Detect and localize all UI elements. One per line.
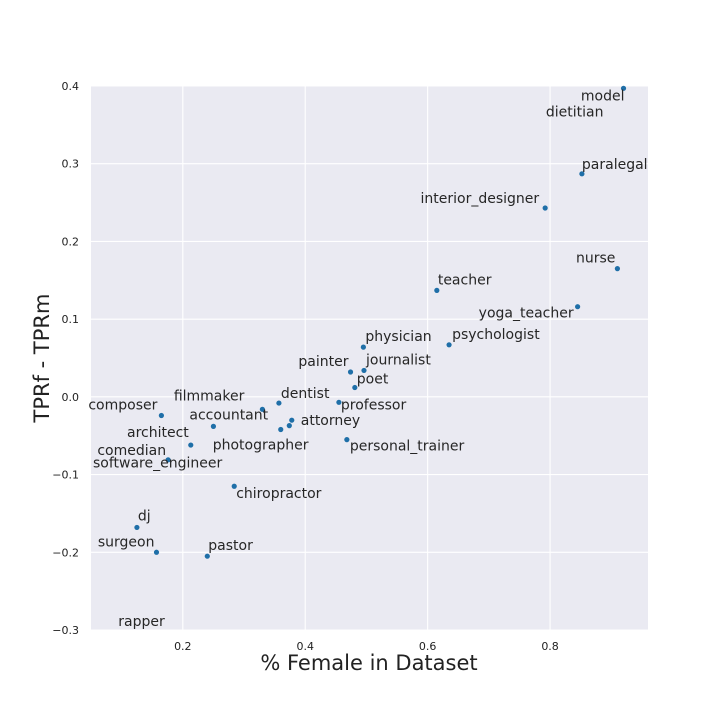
point-label-physician: physician	[365, 329, 431, 345]
point-label-photographer: photographer	[213, 437, 309, 453]
data-point-teacher	[434, 288, 439, 293]
point-label-accountant: accountant	[189, 407, 268, 423]
point-label-psychologist: psychologist	[452, 327, 540, 343]
point-label-nurse: nurse	[576, 251, 615, 267]
data-point-painter	[348, 369, 353, 374]
point-label-interior-designer: interior_designer	[421, 191, 540, 207]
point-label-personal-trainer: personal_trainer	[350, 439, 465, 455]
point-label-teacher: teacher	[438, 272, 492, 288]
y-axis-title: TPRf - TPRm	[30, 294, 54, 424]
data-point-pastor	[205, 554, 210, 559]
y-tick-label: 0.1	[62, 313, 80, 326]
data-point-photographer	[278, 427, 283, 432]
point-label-composer: composer	[88, 398, 157, 414]
point-label-painter: painter	[298, 354, 348, 370]
y-tick-label: −0.1	[52, 469, 79, 482]
point-label-attorney: attorney	[301, 413, 360, 429]
data-point-surgeon	[154, 550, 159, 555]
data-point-psychologist	[446, 342, 451, 347]
point-label-poet: poet	[357, 372, 389, 388]
point-label-professor: professor	[341, 397, 407, 413]
data-point-nurse	[615, 266, 620, 271]
data-point-physician	[361, 345, 366, 350]
point-label-pastor: pastor	[208, 538, 253, 554]
point-label-yoga-teacher: yoga_teacher	[479, 306, 574, 322]
point-label-dietitian: dietitian	[546, 104, 604, 120]
point-label-architect: architect	[127, 425, 189, 441]
y-tick-label: 0.4	[62, 80, 80, 93]
data-point-personal-trainer	[344, 437, 349, 442]
data-point-software-engineer	[287, 423, 292, 428]
data-point-yoga-teacher	[575, 304, 580, 309]
point-label-surgeon: surgeon	[98, 534, 155, 550]
y-tick-label: −0.2	[52, 546, 79, 559]
x-axis-title: % Female in Dataset	[260, 651, 477, 675]
y-tick-label: 0.3	[62, 158, 80, 171]
point-label-filmmaker: filmmaker	[174, 388, 245, 404]
point-label-dentist: dentist	[281, 386, 330, 402]
point-label-dj: dj	[138, 508, 151, 524]
point-label-paralegal: paralegal	[582, 157, 648, 173]
point-label-chiropractor: chiropractor	[236, 486, 321, 502]
point-label-model: model	[581, 88, 625, 104]
point-label-journalist: journalist	[365, 352, 431, 368]
data-point-composer	[159, 413, 164, 418]
x-tick-label: 0.8	[541, 640, 559, 653]
y-tick-label: 0.0	[62, 391, 80, 404]
point-label-software-engineer: software_engineer	[93, 456, 222, 472]
x-tick-label: 0.2	[174, 640, 192, 653]
data-point-attorney	[289, 418, 294, 423]
data-point-interior-designer	[543, 205, 548, 210]
data-point-dj	[134, 525, 139, 530]
y-tick-label: 0.2	[62, 235, 80, 248]
data-point-accountant	[211, 424, 216, 429]
point-label-rapper: rapper	[118, 614, 165, 630]
data-point-architect	[188, 442, 193, 447]
y-tick-label: −0.3	[52, 624, 79, 637]
